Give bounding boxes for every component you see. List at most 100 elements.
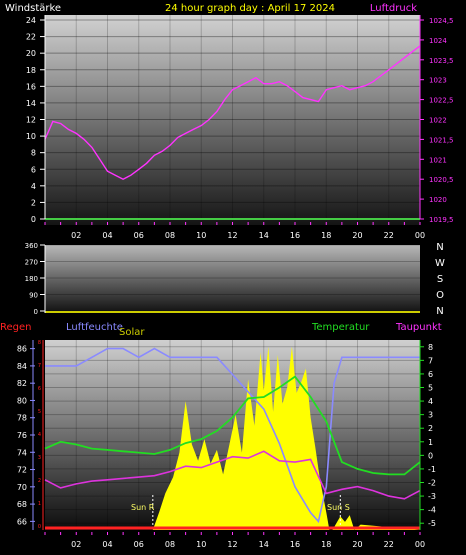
pressure-x-tick-5: 12 [227, 231, 237, 240]
pressure-right-tick-9: 1024 [429, 37, 447, 45]
rain-tick-4: 4 [38, 432, 41, 438]
humidity-tick-6: 78 [17, 414, 27, 423]
pressure-x-tick-6: 14 [259, 231, 269, 240]
pressure-right-tick-1: 1020 [429, 196, 447, 204]
pressure-right-tick-0: 1019,5 [429, 216, 454, 224]
direction-letter-0: N [436, 242, 443, 253]
direction-letter-2: S [437, 274, 443, 285]
bottom-x-tick-4: 10 [196, 540, 206, 549]
rain-tick-0: 0 [38, 524, 41, 530]
temperature-tick-2: -3 [428, 492, 436, 501]
humidity-tick-0: 66 [17, 517, 27, 526]
pressure-right-tick-5: 1022 [429, 117, 447, 125]
pressure-left-tick-6: 12 [26, 116, 36, 125]
pressure-left-tick-3: 6 [31, 165, 36, 174]
wind-strength-label: Windstärke [5, 3, 61, 14]
temperature-tick-6: 1 [428, 438, 433, 447]
temperature-tick-9: 4 [428, 397, 433, 406]
rain-tick-5: 5 [38, 409, 41, 415]
rain-tick-1: 1 [38, 501, 41, 507]
temperature-tick-8: 3 [428, 411, 433, 420]
rain-label: Regen [0, 322, 32, 333]
bottom-x-tick-5: 12 [227, 540, 237, 549]
rain-tick-6: 6 [38, 386, 41, 392]
humidity-tick-10: 86 [17, 345, 27, 354]
direction-letter-3: O [436, 290, 444, 301]
pressure-x-tick-11: 00 [415, 231, 425, 240]
pressure-x-tick-3: 08 [165, 231, 175, 240]
direction-tick-3: 270 [25, 259, 38, 267]
temperature-tick-11: 6 [428, 370, 433, 379]
direction-tick-2: 180 [25, 275, 38, 283]
pressure-left-tick-10: 20 [26, 49, 36, 58]
pressure-right-tick-2: 1020,5 [429, 176, 454, 184]
temperature-tick-0: -5 [428, 519, 436, 528]
temperature-tick-13: 8 [428, 343, 433, 352]
pressure-x-tick-10: 22 [384, 231, 394, 240]
pressure-x-tick-1: 04 [102, 231, 112, 240]
rain-tick-8: 8 [38, 340, 41, 346]
bottom-x-tick-11: 00 [415, 540, 425, 549]
pressure-right-tick-6: 1022,5 [429, 97, 454, 105]
rain-tick-7: 7 [38, 363, 41, 369]
temperature-tick-1: -4 [428, 506, 436, 515]
humidity-tick-2: 70 [17, 483, 27, 492]
humidity-tick-1: 68 [17, 500, 27, 509]
temperature-tick-10: 5 [428, 384, 433, 393]
wind-direction-panel [45, 245, 420, 313]
direction-tick-0: 0 [34, 308, 38, 316]
pressure-x-tick-4: 10 [196, 231, 206, 240]
pressure-left-tick-4: 8 [31, 149, 36, 158]
bottom-x-tick-9: 20 [352, 540, 362, 549]
temperature-tick-7: 2 [428, 424, 433, 433]
pressure-left-tick-9: 18 [26, 66, 36, 75]
bottom-x-tick-2: 06 [134, 540, 144, 549]
direction-letter-4: N [436, 306, 443, 317]
direction-tick-1: 90 [29, 292, 38, 300]
pressure-left-tick-12: 24 [26, 16, 36, 25]
pressure-left-tick-5: 10 [26, 132, 36, 141]
solar-label: Solar [119, 327, 145, 338]
dewpoint-label: Taupunkt [395, 322, 442, 333]
humidity-tick-5: 76 [17, 431, 27, 440]
bottom-x-tick-7: 16 [290, 540, 300, 549]
bottom-x-tick-10: 22 [384, 540, 394, 549]
pressure-right-tick-10: 1024,5 [429, 17, 454, 25]
humidity-tick-8: 82 [17, 379, 27, 388]
bottom-x-tick-8: 18 [321, 540, 331, 549]
humidity-line [45, 347, 420, 524]
pressure-right-tick-8: 1023,5 [429, 57, 454, 65]
temperature-tick-3: -2 [428, 479, 436, 488]
pressure-label: Luftdruck [370, 3, 417, 14]
rain-tick-3: 3 [38, 455, 41, 461]
temperature-tick-5: 0 [428, 451, 433, 460]
humidity-tick-3: 72 [17, 466, 27, 475]
pressure-x-tick-7: 16 [290, 231, 300, 240]
solar-area [45, 346, 420, 530]
temperature-line [44, 375, 421, 476]
temperature-label: Temperatur [311, 322, 370, 333]
humidity-label: Luftfeuchte [66, 322, 123, 333]
pressure-panel [45, 15, 420, 225]
sunset-label: Sun S [327, 503, 350, 512]
pressure-left-tick-11: 22 [26, 33, 36, 42]
humidity-tick-7: 80 [17, 396, 27, 405]
pressure-x-tick-0: 02 [71, 231, 81, 240]
pressure-left-tick-0: 0 [31, 215, 36, 224]
pressure-left-tick-7: 14 [26, 99, 36, 108]
pressure-x-tick-2: 06 [134, 231, 144, 240]
pressure-left-tick-2: 4 [31, 182, 36, 191]
temperature-tick-4: -1 [428, 465, 436, 474]
pressure-x-tick-8: 18 [321, 231, 331, 240]
sunrise-label: Sun R [131, 503, 155, 512]
pressure-left-tick-8: 16 [26, 82, 36, 91]
bottom-x-tick-1: 04 [102, 540, 112, 549]
graph-title: 24 hour graph day : April 17 2024 [165, 3, 335, 14]
pressure-left-tick-1: 2 [31, 198, 36, 207]
bottom-x-tick-0: 02 [71, 540, 81, 549]
bottom-x-tick-3: 08 [165, 540, 175, 549]
pressure-right-tick-3: 1021 [429, 156, 447, 164]
direction-letter-1: W [435, 258, 445, 269]
rain-tick-2: 2 [38, 478, 41, 484]
